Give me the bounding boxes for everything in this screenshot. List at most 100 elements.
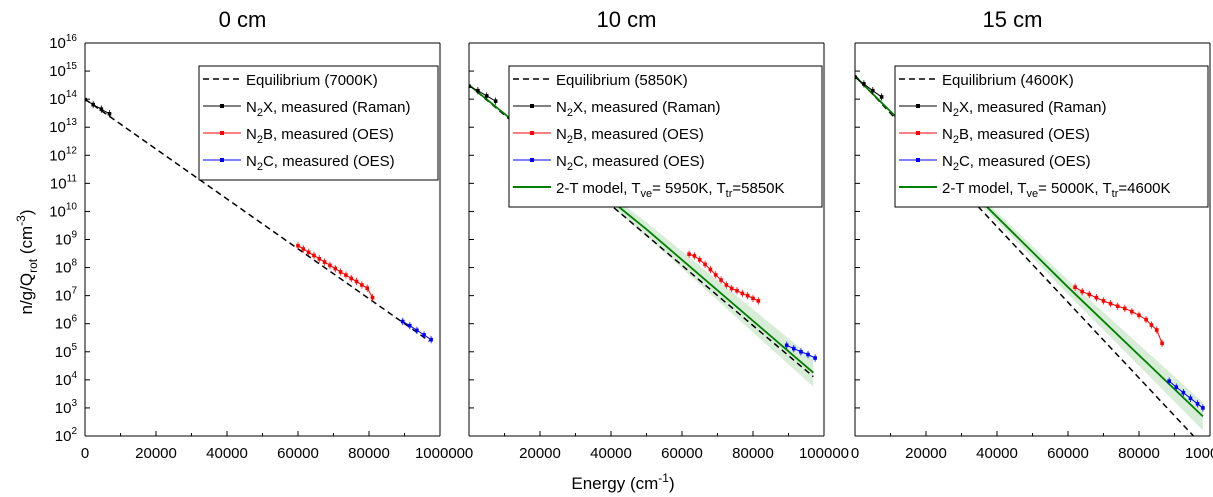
y-tick-exponent: 16 <box>66 33 78 44</box>
equilibrium-line <box>85 98 430 342</box>
data-point <box>1108 301 1113 306</box>
legend: Equilibrium (7000K) N2X, measured (Raman)… <box>198 65 439 181</box>
x-tick-label: 40000 <box>206 445 248 462</box>
x-axis-label: Energy (cm-1) <box>571 471 674 493</box>
legend-text: 2-T model, T <box>556 180 640 197</box>
data-point <box>1087 292 1092 297</box>
legend-text: Equilibrium (7000K) <box>246 72 378 89</box>
y-label-sup: -3 <box>14 215 28 226</box>
y-tick-exponent: 10 <box>66 201 78 212</box>
data-point <box>415 328 419 333</box>
data-point <box>469 84 471 88</box>
y-tick-label: 1016 <box>49 33 77 52</box>
data-point <box>724 283 729 287</box>
legend-sub: 2 <box>567 134 573 146</box>
legend-text: 2-T model, T <box>942 180 1026 197</box>
x-label-sup: -1 <box>658 471 669 485</box>
legend-label: N2X, measured (Raman) <box>246 99 411 119</box>
legend-text: B, measured (OES) <box>263 126 394 143</box>
data-point <box>1195 402 1200 406</box>
legend-text: =5850K <box>732 180 784 197</box>
x-label-end: ) <box>669 474 675 493</box>
y-tick-label: 103 <box>55 398 78 417</box>
data-point <box>729 286 734 291</box>
legend-swatch-marker <box>530 158 534 162</box>
legend-entry: Equilibrium (4600K) <box>899 72 1074 89</box>
legend-label: N2C, measured (OES) <box>942 153 1091 173</box>
legend-text: N <box>556 99 567 116</box>
legend-label: Equilibrium (5850K) <box>556 72 688 89</box>
data-point <box>344 273 348 277</box>
data-point <box>1174 385 1179 389</box>
legend-label: Equilibrium (7000K) <box>246 72 378 89</box>
y-axis-label: n/g/Qrot (cm-3) <box>14 210 40 315</box>
data-point <box>1201 406 1205 410</box>
y-tick-exponent: 2 <box>71 426 77 437</box>
y-tick-base: 10 <box>55 400 72 417</box>
legend-entry: N2B, measured (OES) <box>513 126 704 146</box>
x-tick-label: 100000 <box>415 445 465 462</box>
legend-box <box>508 65 823 208</box>
legend-entry: N2X, measured (Raman) <box>513 99 721 119</box>
y-tick-exponent: 5 <box>71 342 77 353</box>
data-point <box>1130 309 1134 314</box>
x-tick-label: 20000 <box>135 445 177 462</box>
data-point <box>687 252 691 256</box>
data-point <box>328 263 332 268</box>
y-tick-label: 109 <box>55 230 78 249</box>
y-tick-label: 106 <box>55 314 78 333</box>
data-point <box>713 273 718 277</box>
legend-label: N2X, measured (Raman) <box>556 99 721 119</box>
x-tick-label: 20000 <box>519 445 561 462</box>
legend-entry: N2C, measured (OES) <box>513 153 705 173</box>
data-point <box>317 257 322 261</box>
data-point <box>740 291 745 296</box>
legend-text: N <box>942 99 953 116</box>
data-point <box>493 99 498 103</box>
y-tick-exponent: 15 <box>66 61 78 72</box>
x-tick-label: 40000 <box>590 445 632 462</box>
legend-text: N <box>556 153 567 170</box>
legend-sub: 2 <box>257 161 263 173</box>
legend-text: Equilibrium (5850K) <box>556 72 688 89</box>
legend-label: N2B, measured (OES) <box>246 126 394 146</box>
panels: 0 cm0 20000 40000 60000 80000 100000102103104… <box>49 7 1213 462</box>
chart-panel-0: 0 cm0 20000 40000 60000 80000 100000102103104… <box>49 7 465 462</box>
legend-box <box>894 65 1209 208</box>
y-tick-exponent: 4 <box>71 370 77 381</box>
data-point <box>697 257 702 262</box>
data-point <box>408 323 412 328</box>
legend-sub: 2 <box>953 161 959 173</box>
x-tick-label: 0 <box>465 445 473 462</box>
y-tick-label: 108 <box>55 258 78 277</box>
y-tick-label: 105 <box>55 342 78 361</box>
legend-swatch-marker <box>916 158 920 162</box>
x-tick-label: 20000 <box>905 445 947 462</box>
data-point <box>301 247 306 251</box>
legend-sub: ve <box>1026 188 1038 200</box>
legend-sub: 2 <box>257 134 263 146</box>
y-label-sub: rot <box>26 258 40 273</box>
legend-text: N <box>942 126 953 143</box>
y-tick-label: 1012 <box>49 145 77 164</box>
data-point <box>1080 289 1084 294</box>
legend-text: N <box>246 126 257 143</box>
data-point <box>107 112 112 116</box>
chart-title: 10 cm <box>597 7 657 32</box>
x-tick-label: 80000 <box>1118 445 1160 462</box>
legend-label: 2-T model, Tve= 5000K, Ttr=4600K <box>942 180 1171 200</box>
series-line-2 <box>469 85 496 102</box>
data-point <box>703 262 707 267</box>
y-tick-exponent: 7 <box>71 286 77 297</box>
x-tick-label: 80000 <box>732 445 774 462</box>
y-tick-exponent: 13 <box>66 117 78 128</box>
data-point <box>806 352 810 357</box>
y-tick-label: 102 <box>55 426 78 445</box>
legend-sub: tr <box>726 188 733 200</box>
legend-text: X, measured (Raman) <box>573 99 721 116</box>
y-tick-exponent: 11 <box>67 173 78 184</box>
legend-entry: Equilibrium (5850K) <box>513 72 688 89</box>
legend-text: N <box>246 153 257 170</box>
legend-entry: N2B, measured (OES) <box>203 126 394 146</box>
y-tick-base: 10 <box>49 147 66 164</box>
